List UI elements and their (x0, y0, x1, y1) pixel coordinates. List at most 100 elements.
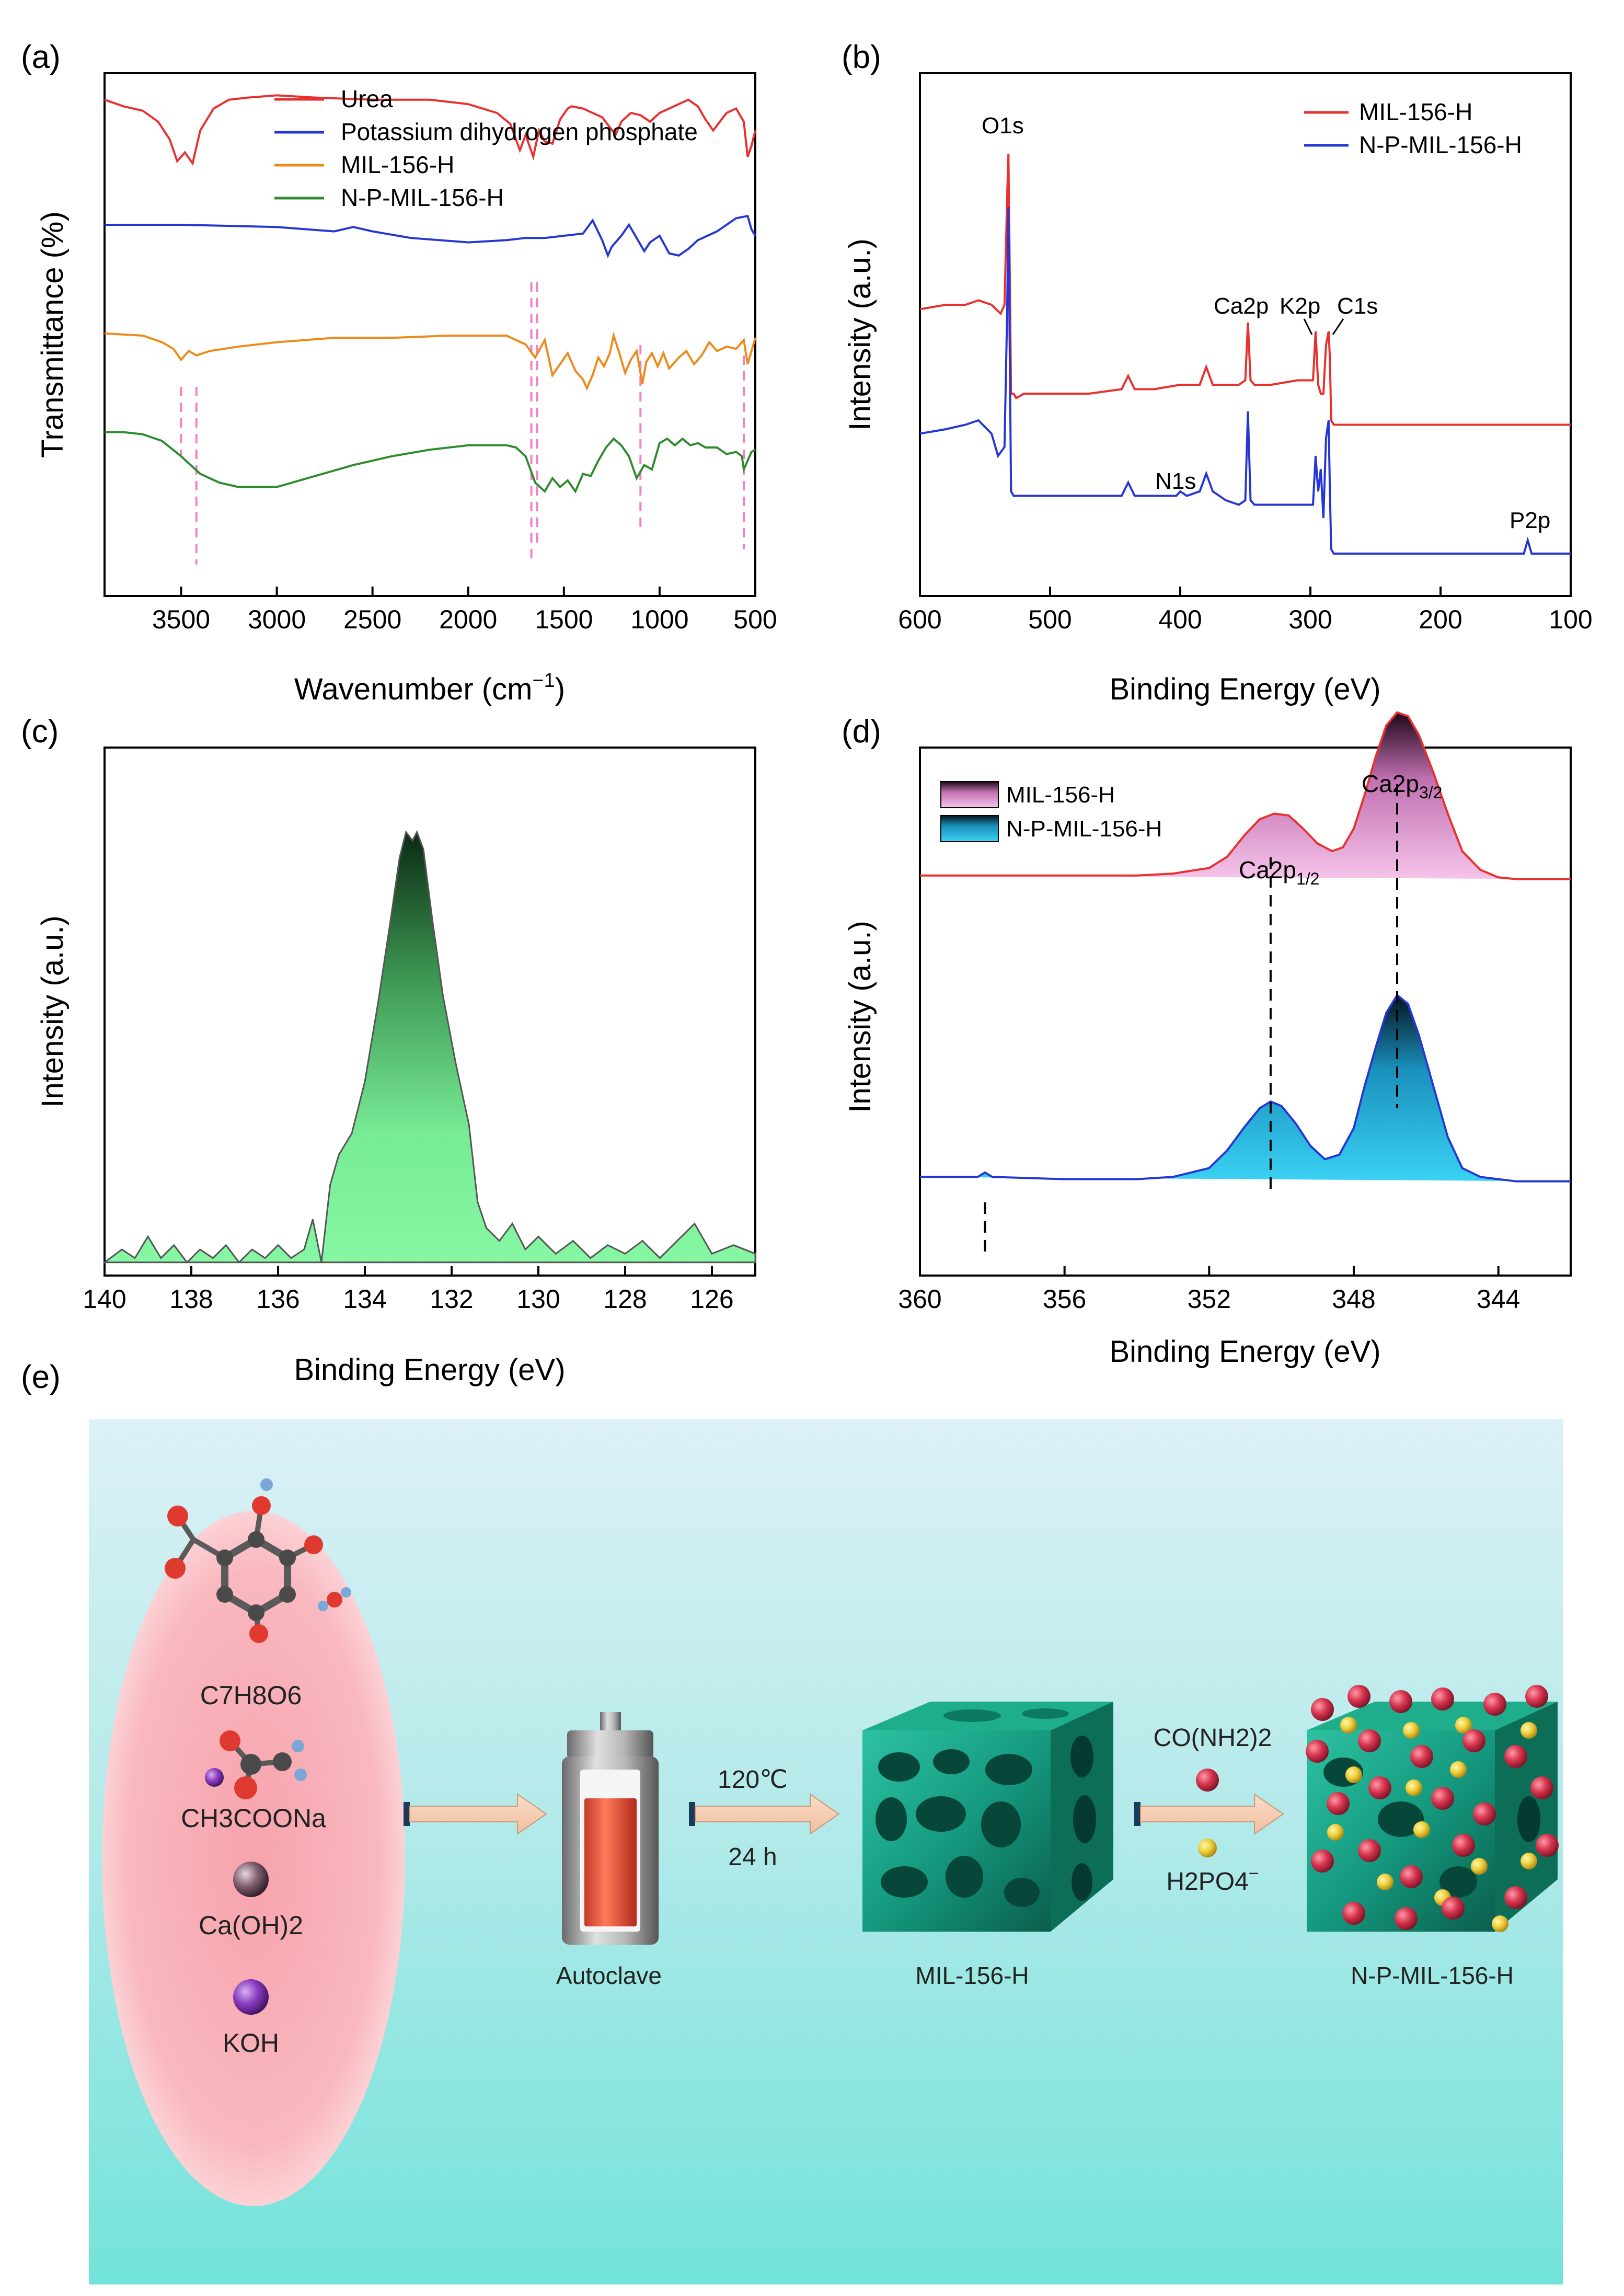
phosphate-ball-icon (1327, 1824, 1344, 1841)
chart-a-ylabel: Transmittance (%) (36, 211, 70, 458)
urea-ball-icon (1311, 1850, 1334, 1873)
urea-ball-icon (1342, 1902, 1365, 1925)
arrow-3-icon (1134, 1793, 1284, 1835)
x-tick-label: 600 (898, 605, 941, 634)
reactant-c7h8o6: C7H8O6 (200, 1681, 302, 1710)
series-line-1 (920, 993, 1571, 1183)
x-tick-label: 128 (603, 1284, 647, 1314)
series-area-0 (920, 712, 1571, 879)
x-tick-label: 1000 (630, 605, 688, 634)
annotation-ca2p: Ca2p (1214, 293, 1269, 319)
autoclave-icon (562, 1712, 659, 1945)
chart-c-xlabel: Binding Energy (eV) (294, 1353, 565, 1387)
urea-ball-icon (1368, 1776, 1391, 1799)
panel-label-b: (b) (842, 39, 881, 75)
panel-label-e: (e) (21, 1359, 61, 1395)
urea-ball-icon (1400, 1865, 1423, 1888)
x-tick-label: 138 (169, 1284, 213, 1314)
legend-label-d-mil: MIL-156-H (1006, 782, 1115, 808)
chart-a-frame (103, 72, 756, 597)
annotation-p2p: P2p (1510, 508, 1550, 533)
phosphate-ball-icon (1492, 1915, 1508, 1932)
x-tick-label: 2000 (439, 605, 497, 634)
urea-ball-icon (1311, 1698, 1334, 1721)
legend-label-b-np-mil: N-P-MIL-156-H (1359, 131, 1522, 158)
mof-cube-icon (862, 1702, 1113, 1932)
annotation-ca2p-3-2: Ca2p3/2 (1362, 770, 1442, 802)
urea-ball-icon (1196, 1769, 1219, 1792)
urea-ball-icon (1327, 1792, 1350, 1815)
x-tick-label: 132 (430, 1284, 473, 1314)
series-line-3 (105, 431, 756, 494)
chart-a: 3500 3000 2500 2000 1500 1000 500 Urea Potassi… (36, 72, 777, 706)
legend-label-b-mil: MIL-156-H (1359, 98, 1472, 125)
chart-d-frame (919, 747, 1572, 1277)
urea-ball-icon (1442, 1897, 1465, 1920)
chart-c-series (103, 830, 756, 1264)
additive-urea: CO(NH2)2 (1154, 1724, 1272, 1752)
chart-c: 140 138 136 134 132 130 128 126 Binding Energy … (36, 747, 756, 1387)
x-tick-label: 200 (1419, 605, 1462, 634)
x-tick-label: 140 (83, 1284, 126, 1314)
phosphate-ball-icon (1377, 1874, 1393, 1890)
legend-label-kdp: Potassium dihydrogen phosphate (341, 118, 698, 145)
urea-ball-icon (1536, 1834, 1559, 1857)
annotation-c1s-pointer (1332, 318, 1344, 335)
panel-label-d: (d) (842, 714, 881, 750)
legend-label-mil: MIL-156-H (341, 151, 454, 178)
condition-temperature: 120℃ (718, 1766, 788, 1794)
chart-c-x-ticks: 140 138 136 134 132 130 128 126 (83, 1266, 734, 1314)
urea-ball-icon (1358, 1729, 1381, 1752)
phosphate-ball-icon (1455, 1717, 1472, 1734)
urea-ball-icon (1306, 1740, 1329, 1763)
chart-a-series (104, 94, 756, 494)
legend-swatch-d-mil (940, 781, 999, 808)
phosphate-ball-icon (1471, 1858, 1488, 1875)
x-tick-label: 352 (1188, 1284, 1231, 1314)
x-tick-label: 130 (516, 1284, 560, 1314)
annotation-ca2p-1-2: Ca2p1/2 (1239, 856, 1319, 888)
urea-ball-icon (1347, 1685, 1370, 1708)
panel-label-c: (c) (21, 714, 59, 750)
x-tick-label: 1500 (535, 605, 593, 634)
chart-d-legend: MIL-156-H N-P-MIL-156-H (940, 781, 1162, 842)
x-tick-label: 3000 (248, 605, 306, 634)
synthesis-scheme: C7H8O6 CH3COONa Ca(OH)2 KOH (89, 1419, 1563, 2284)
series-line-0 (920, 711, 1571, 880)
panel-label-a: (a) (21, 39, 61, 75)
x-tick-label: 126 (690, 1284, 733, 1314)
urea-ball-icon (1358, 1839, 1381, 1862)
legend-label-d-np-mil: N-P-MIL-156-H (1006, 816, 1162, 842)
p2p-area (103, 830, 756, 1264)
legend-label-np-mil: N-P-MIL-156-H (341, 184, 504, 211)
urea-ball-icon (1431, 1687, 1454, 1710)
reactant-caoh2: Ca(OH)2 (199, 1911, 303, 1940)
phosphate-ball-icon (1340, 1717, 1357, 1734)
chart-b-legend: MIL-156-H N-P-MIL-156-H (1304, 98, 1522, 158)
series-line-1 (919, 206, 1571, 555)
chart-b-ylabel: Intensity (a.u.) (843, 238, 877, 430)
series-line-0 (919, 153, 1571, 426)
chart-b-series (919, 153, 1571, 555)
x-tick-label: 348 (1332, 1284, 1375, 1314)
chart-a-legend: Urea Potassium dihydrogen phosphate MIL-… (274, 85, 698, 211)
reactant-ch3coona: CH3COONa (181, 1804, 326, 1833)
chart-d: 360 356 352 348 344 MIL-156-H N-P-MIL-156-H … (843, 711, 1572, 1369)
annotation-k2p-pointer (1303, 318, 1313, 335)
additive-phosphate: H2PO4− (1166, 1864, 1259, 1896)
legend-swatch-d-np-mil (940, 815, 999, 842)
phosphate-ball-icon (1198, 1839, 1217, 1857)
chart-b: 600 500 400 300 200 100 MIL-156-H N-P-MIL-156… (843, 72, 1593, 706)
x-tick-label: 100 (1549, 605, 1592, 634)
chart-d-series (920, 711, 1571, 1183)
urea-ball-icon (1483, 1693, 1506, 1716)
series-line-2 (104, 331, 756, 391)
reactant-koh: KOH (223, 2028, 279, 2058)
molecule-c7h8o6-icon (165, 1478, 351, 1643)
series-area-1 (920, 995, 1571, 1181)
urea-ball-icon (1431, 1787, 1454, 1810)
urea-ball-icon (1410, 1745, 1433, 1768)
arrow-2-icon (689, 1793, 840, 1835)
x-tick-label: 500 (733, 605, 777, 634)
